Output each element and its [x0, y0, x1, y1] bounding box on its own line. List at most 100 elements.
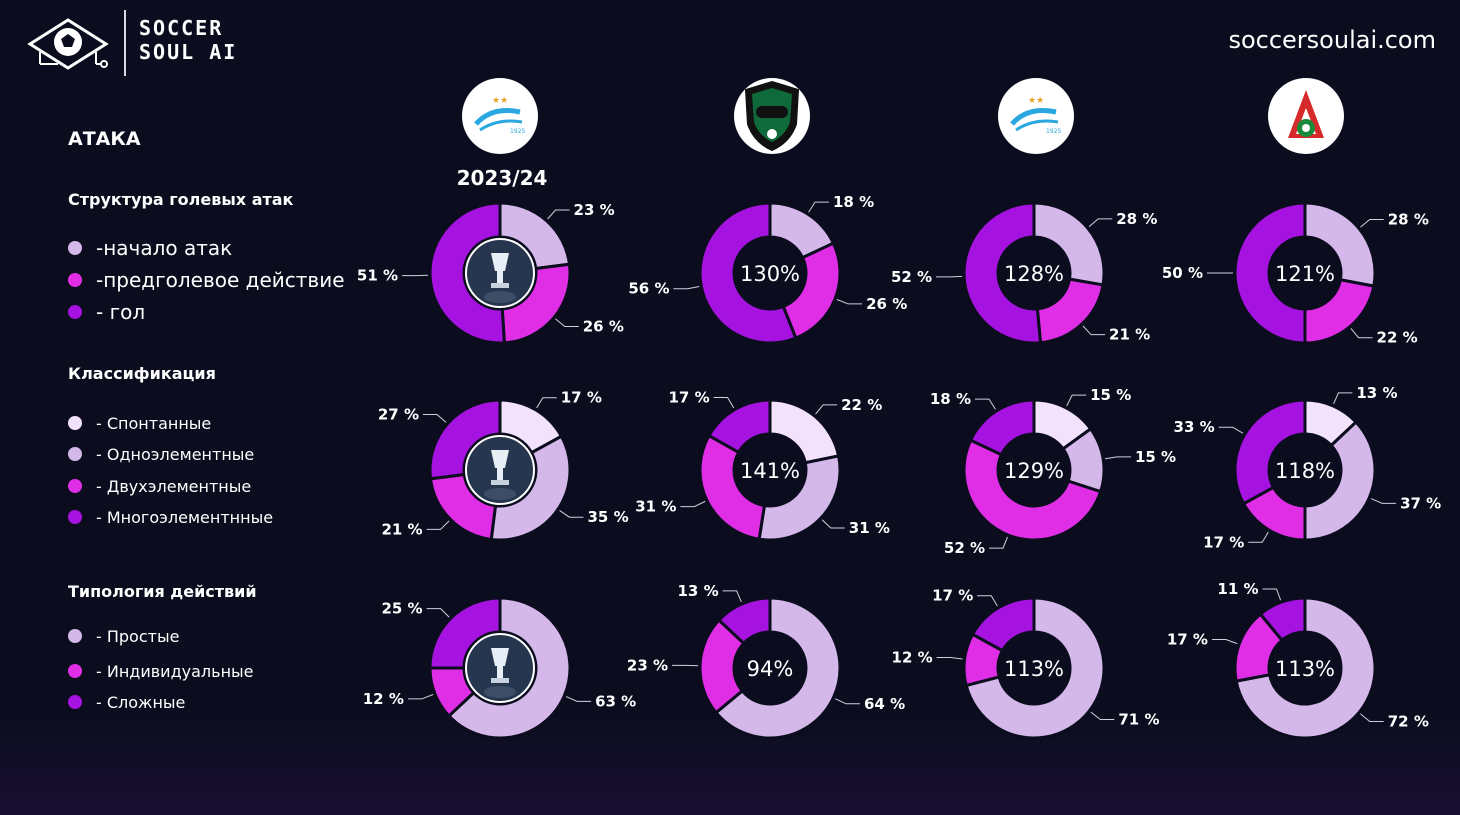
slice-value-label: 23 % — [627, 656, 668, 674]
donut-center-value: 128% — [1004, 262, 1064, 286]
slice-value-label: 22 % — [1377, 329, 1418, 347]
legend-dot — [68, 510, 82, 524]
label-leader-line — [422, 413, 447, 423]
slice-value-label: 64 % — [864, 695, 905, 713]
label-leader-line — [555, 318, 579, 328]
slice-value-label: 25 % — [381, 600, 422, 618]
slice-value-label: 15 % — [1090, 386, 1131, 404]
label-leader-line — [974, 398, 996, 410]
donut-slice — [1032, 201, 1106, 287]
slice-value-label: 17 % — [561, 389, 602, 407]
legend-label: - гол — [96, 300, 146, 324]
legend-dot — [68, 695, 82, 709]
donut-slice — [970, 596, 1036, 653]
legend-dot — [68, 305, 82, 319]
legend-label: -начало атак — [96, 236, 233, 260]
legend-dot — [68, 241, 82, 255]
slice-value-label: 12 % — [363, 690, 404, 708]
slice-value-label: 33 % — [1174, 418, 1215, 436]
label-leader-line — [1370, 498, 1397, 504]
donut-slice — [964, 596, 1106, 740]
legend-label: -предголевое действие — [96, 268, 345, 292]
label-leader-line — [1082, 325, 1106, 336]
group-title-typology: Типология действий — [68, 582, 257, 601]
label-leader-line — [989, 536, 1008, 549]
slice-value-label: 37 % — [1400, 494, 1441, 512]
label-leader-line — [680, 500, 706, 508]
slice-value-label: 72 % — [1388, 713, 1429, 731]
donut-slice — [1303, 201, 1377, 288]
slice-value-label: 13 % — [1356, 384, 1397, 402]
group-title-classification: Классификация — [68, 364, 216, 383]
trophy-icon — [465, 633, 535, 703]
donut-center-value: 121% — [1275, 262, 1335, 286]
slice-value-label: 21 % — [1109, 326, 1150, 344]
slice-value-label: 51 % — [357, 267, 398, 285]
label-leader-line — [1211, 639, 1238, 645]
label-leader-line — [1218, 426, 1244, 434]
label-leader-line — [713, 396, 735, 409]
donut-slice — [500, 262, 572, 345]
label-leader-line — [936, 275, 963, 278]
legend-dot — [68, 447, 82, 461]
label-leader-line — [1248, 531, 1269, 543]
site-url: soccersoulai.com — [1228, 26, 1436, 54]
label-leader-line — [1262, 588, 1282, 601]
donut-center-value: 113% — [1275, 657, 1335, 681]
donut-center-value: 141% — [740, 459, 800, 483]
label-leader-line — [821, 519, 845, 529]
label-leader-line — [1105, 456, 1131, 460]
label-leader-line — [673, 286, 700, 290]
label-leader-line — [1333, 392, 1353, 405]
legend-label: - Сложные — [96, 692, 186, 712]
slice-value-label: 23 % — [574, 201, 615, 219]
donut-slice — [489, 434, 572, 542]
donut-slice — [1258, 596, 1307, 643]
svg-text:1925: 1925 — [1046, 128, 1061, 135]
legend-item-complex: - Сложные — [68, 690, 185, 714]
donut-slice — [1234, 596, 1377, 740]
donut-slice — [713, 596, 842, 740]
label-leader-line — [1350, 328, 1373, 339]
legend-label: - Двухэлементные — [96, 476, 252, 496]
label-leader-line — [836, 299, 863, 305]
donut-center-value: 118% — [1275, 459, 1335, 483]
slice-value-label: 56 % — [628, 280, 669, 298]
legend-dot — [68, 273, 82, 287]
season-label: 2023/24 — [456, 166, 548, 190]
slice-value-label: 52 % — [891, 268, 932, 286]
soccer-soul-logo-icon — [27, 18, 109, 70]
legend-item-goal: - гол — [68, 300, 145, 324]
label-leader-line — [808, 201, 830, 213]
slice-value-label: 31 % — [849, 519, 890, 537]
legend-item-multi-element: - Многоэлементнные — [68, 505, 273, 529]
label-leader-line — [977, 595, 998, 607]
donut-slice — [962, 438, 1103, 542]
donut-center-value: 129% — [1004, 459, 1064, 483]
trophy-icon — [465, 435, 535, 505]
legend-dot — [68, 416, 82, 430]
brand-divider — [124, 10, 126, 76]
donut-slice — [768, 398, 841, 465]
donut-slice — [968, 398, 1036, 457]
slice-value-label: 52 % — [944, 539, 985, 557]
svg-text:1925: 1925 — [510, 128, 525, 135]
donut-slice — [698, 433, 767, 541]
donut-slice — [706, 398, 772, 455]
legend-label: - Многоэлементнные — [96, 507, 274, 527]
donut-slice — [962, 201, 1043, 345]
slice-value-label: 22 % — [841, 396, 882, 414]
slice-value-label: 28 % — [1388, 210, 1429, 228]
slice-value-label: 26 % — [866, 295, 907, 313]
slice-value-label: 18 % — [833, 193, 874, 211]
legend-item-two-element: - Двухэлементные — [68, 474, 251, 498]
slice-value-label: 31 % — [635, 498, 676, 516]
donut-center-value: 113% — [1004, 657, 1064, 681]
slice-value-label: 17 % — [932, 587, 973, 605]
label-leader-line — [536, 397, 557, 409]
slice-value-label: 21 % — [381, 520, 422, 538]
label-leader-line — [1360, 713, 1384, 723]
lokomotiv-logo-icon — [1268, 78, 1344, 154]
slice-value-label: 28 % — [1116, 210, 1157, 228]
